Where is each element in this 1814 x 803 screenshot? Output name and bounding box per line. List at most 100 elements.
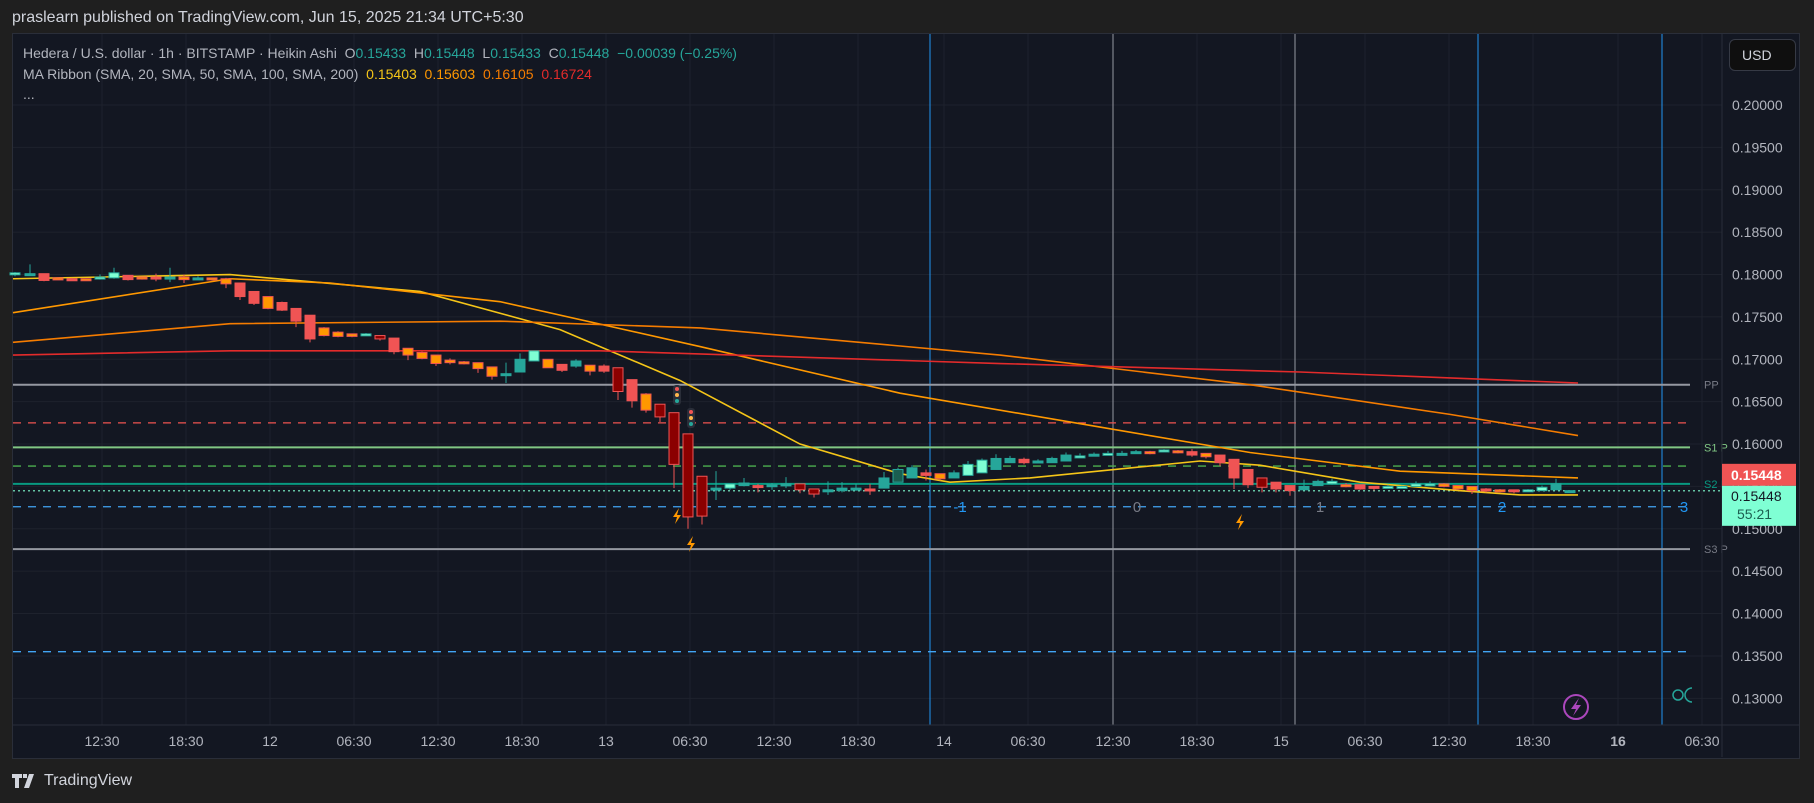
candle [1410,483,1422,487]
candle [1424,483,1436,487]
pivot-label: PP [1704,380,1719,392]
price-tick: 0.14000 [1732,606,1783,622]
tradingview-logo-icon [12,774,34,788]
sun-icon[interactable] [1672,689,1684,701]
currency-button[interactable]: USD [1729,39,1796,71]
price-tick: 0.13500 [1732,648,1783,664]
time-tick: 18:30 [1515,733,1550,749]
time-tick: 06:30 [1684,733,1719,749]
candle [318,327,330,337]
ma-ribbon-legend[interactable]: MA Ribbon (SMA, 20, SMA, 50, SMA, 100, S… [23,66,592,82]
symbol-legend[interactable]: Hedera / U.S. dollar · 1h · BITSTAMP · H… [23,45,737,61]
time-tick: 14 [936,733,952,749]
candle [864,488,876,492]
candle [654,403,666,418]
time-tick: 06:30 [672,733,707,749]
candle [1060,454,1072,462]
ma200-value: 0.16724 [541,66,592,82]
time-tick: 12:30 [1431,733,1466,749]
lightning-icon[interactable] [687,536,695,552]
close-value: 0.15448 [558,45,610,61]
candle [1116,452,1128,456]
candle [416,351,428,359]
pivot-label: S1 P [1704,442,1728,454]
time-tick: 12:30 [84,733,119,749]
candle [766,484,778,488]
candle [696,475,708,517]
price-tick: 0.17000 [1732,351,1783,367]
ma-line [12,320,1579,437]
candle [108,272,120,279]
candle [262,296,274,309]
more-indicators-button[interactable]: ... [23,86,35,102]
flash-circle-icon[interactable] [1563,694,1589,720]
candle [1018,458,1030,464]
candle [402,347,414,356]
candle [1550,483,1562,491]
candle [472,362,484,370]
candle [290,307,302,322]
candle [178,276,190,281]
tradingview-brand-text: TradingView [44,772,133,789]
time-tick: 06:30 [1010,733,1045,749]
candle [738,482,750,487]
open-value: 0.15433 [355,45,407,61]
candle [248,290,260,304]
candle [920,472,932,476]
candle [1326,480,1338,485]
price-tick: 0.17500 [1732,309,1783,325]
candle [640,393,652,411]
candle [808,488,820,495]
low-value: 0.15433 [490,45,541,61]
moon-icon[interactable] [1684,687,1693,703]
candle [948,472,960,479]
candle [1256,477,1268,488]
candle [122,274,134,281]
time-tick: 12 [262,733,278,749]
candle [1144,451,1156,455]
candle [556,363,568,371]
tradingview-logo[interactable]: TradingView [12,772,132,790]
candle [332,331,344,337]
candle [1200,452,1212,458]
ma-line [12,350,1579,384]
ma-line [12,273,1578,496]
candle [24,273,36,277]
time-tick: 18:30 [504,733,539,749]
candle [752,485,764,489]
candle [1508,489,1520,493]
candle [164,276,176,280]
candle [1536,486,1548,492]
candle [822,489,834,493]
bar-countdown: 55:21 [1737,506,1772,522]
candle [584,364,596,372]
price-tick: 0.16500 [1732,394,1783,410]
candle [1088,453,1100,457]
candle [430,354,442,365]
candle [1158,449,1170,453]
time-tick: 18:30 [1179,733,1214,749]
candle [1396,485,1408,489]
candle [500,373,512,377]
chart-frame [12,33,1800,759]
candle [906,467,918,479]
lightning-icon[interactable] [1236,514,1244,530]
candle [444,359,456,364]
last-price-tag-green [1722,485,1796,526]
candle [1340,484,1352,488]
candle [66,278,78,282]
last-price-tag-red [1722,463,1796,486]
candle [1242,468,1254,486]
time-tick: 13 [598,733,614,749]
ma50-value: 0.15603 [424,66,476,82]
time-tick: 15 [1273,733,1289,749]
candle [850,487,862,491]
lightning-icon[interactable] [673,508,681,524]
candle [1522,489,1534,493]
candles [9,264,1576,529]
candle [1214,454,1226,464]
candle [80,278,92,282]
cycle-label: 3 [1680,499,1688,516]
price-tick: 0.19000 [1732,182,1783,198]
